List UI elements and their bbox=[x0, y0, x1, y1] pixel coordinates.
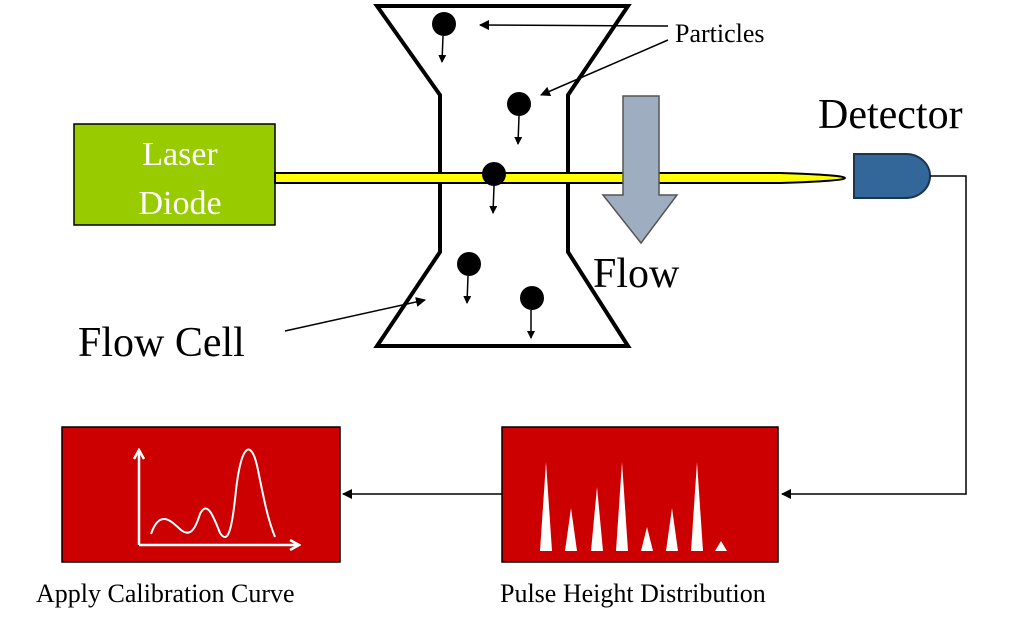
particles-pointer bbox=[479, 20, 669, 31]
detector-label: Detector bbox=[818, 92, 963, 138]
pulse-height-box bbox=[501, 426, 779, 563]
detector bbox=[853, 153, 931, 199]
laser-label-line1: Laser bbox=[142, 136, 218, 173]
particle bbox=[482, 162, 506, 214]
laser-diode: Laser Diode bbox=[73, 123, 276, 226]
particles-pointer bbox=[540, 39, 669, 97]
pulse-spike bbox=[691, 462, 703, 551]
flow-label: Flow bbox=[593, 251, 680, 297]
pulse-spike bbox=[641, 527, 653, 551]
pulse-height-label: Pulse Height Distribution bbox=[500, 579, 766, 608]
flow-arrow bbox=[601, 95, 679, 245]
pulse-spike bbox=[565, 508, 577, 551]
calibration-curve bbox=[150, 448, 276, 539]
pulse-spike bbox=[666, 508, 678, 551]
particle bbox=[507, 92, 531, 145]
calibration-label: Apply Calibration Curve bbox=[36, 579, 295, 608]
pulse-spike bbox=[540, 462, 552, 551]
pulse-spike bbox=[591, 487, 603, 551]
pulse-spikes bbox=[540, 462, 727, 551]
pulse-spike bbox=[616, 462, 628, 551]
flow-cell bbox=[373, 4, 632, 348]
signal-connector bbox=[781, 175, 967, 499]
laser-label-line2: Diode bbox=[138, 185, 221, 222]
flow-cell-label: Flow Cell bbox=[78, 320, 245, 366]
flow-cell-pointer bbox=[284, 297, 426, 332]
particle bbox=[432, 12, 456, 63]
particle bbox=[520, 286, 544, 339]
pulse-spike bbox=[715, 541, 727, 551]
particles-label: Particles bbox=[675, 19, 765, 48]
calibration-box bbox=[61, 426, 341, 563]
particle bbox=[457, 252, 481, 304]
particles bbox=[432, 12, 544, 339]
